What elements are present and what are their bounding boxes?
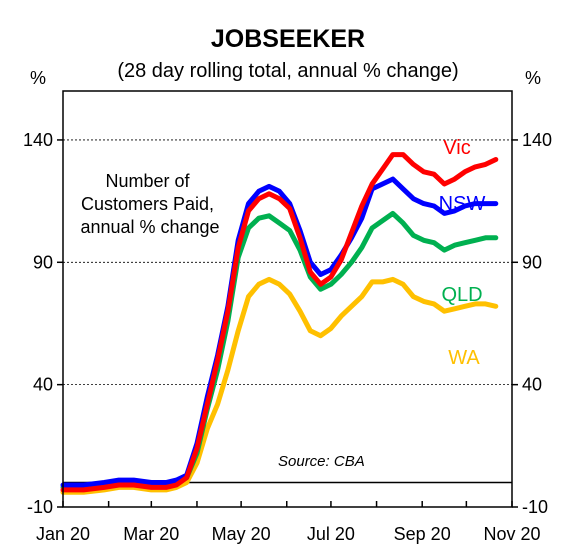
series-label-qld: QLD	[441, 284, 482, 306]
chart-subtitle: (28 day rolling total, annual % change)	[117, 60, 458, 82]
series-lines	[60, 152, 499, 495]
series-label-vic: Vic	[443, 137, 470, 159]
series-labels: Vic NSW QLD WA	[439, 137, 486, 369]
y-axis-right-unit: %	[525, 68, 541, 88]
x-tick-label: Mar 20	[123, 524, 179, 544]
chart-title: JOBSEEKER	[211, 25, 365, 53]
annotation-label: Number of Customers Paid, annual % chang…	[80, 171, 219, 237]
series-line-vic	[60, 152, 499, 493]
x-tick-label: May 20	[212, 524, 271, 544]
source-note: Source: CBA	[278, 453, 365, 470]
y-tick-label-left: 90	[33, 252, 53, 272]
y-tick-label-right: -10	[522, 497, 548, 517]
y-tick-label-left: 140	[23, 130, 53, 150]
x-tick-label: Jan 20	[36, 524, 90, 544]
y-tick-label-right: 90	[522, 252, 542, 272]
series-line-qld	[60, 210, 499, 490]
y-tick-label-left: 40	[33, 375, 53, 395]
series-label-wa: WA	[448, 347, 480, 369]
y-tick-label-right: 140	[522, 130, 552, 150]
axis-ticks: -10 -10 40 40 90 90 140 140 Jan 20 Mar 20 May 20 Ju…	[23, 130, 552, 544]
x-tick-label: Sep 20	[394, 524, 451, 544]
y-axis-left-unit: %	[30, 68, 46, 88]
x-tick-label: Nov 20	[483, 524, 540, 544]
x-tick-label: Jul 20	[307, 524, 355, 544]
y-tick-label-right: 40	[522, 375, 542, 395]
y-tick-label-left: -10	[27, 497, 53, 517]
series-label-nsw: NSW	[439, 193, 486, 215]
